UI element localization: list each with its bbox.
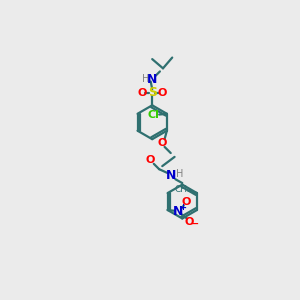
Text: S: S (148, 86, 157, 100)
Text: O: O (145, 155, 154, 165)
Text: H: H (142, 74, 150, 84)
Text: Cl: Cl (147, 110, 159, 120)
Text: O: O (158, 138, 167, 148)
Text: N: N (166, 169, 177, 182)
Text: +: + (179, 203, 186, 212)
Text: −: − (190, 219, 199, 229)
Text: O: O (137, 88, 147, 98)
Text: H: H (176, 169, 183, 179)
Text: N: N (173, 205, 184, 218)
Text: CH₃: CH₃ (175, 185, 191, 194)
Text: N: N (147, 73, 158, 85)
Text: O: O (184, 217, 194, 226)
Text: O: O (182, 197, 191, 207)
Text: O: O (158, 88, 167, 98)
